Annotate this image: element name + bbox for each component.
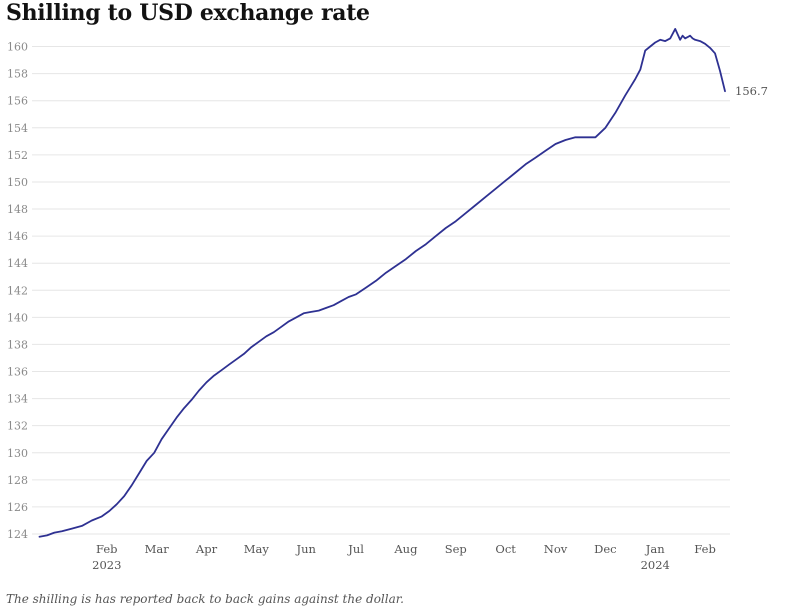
x-tick-label: Feb (694, 542, 716, 556)
x-tick-year-label: 2024 (641, 558, 670, 572)
series-line (38, 27, 726, 538)
x-tick-label: Aug (393, 542, 418, 556)
y-tick-label: 142 (7, 284, 28, 297)
x-tick-label: Oct (495, 542, 516, 556)
y-tick-label: 130 (7, 447, 28, 460)
y-tick-label: 140 (7, 311, 28, 324)
y-tick-label: 136 (7, 366, 28, 379)
y-tick-label: 138 (7, 338, 28, 351)
x-tick-label: Nov (544, 542, 568, 556)
y-tick-label: 146 (7, 230, 28, 243)
chart-caption: The shilling is has reported back to bac… (6, 592, 404, 606)
gridlines (32, 46, 730, 535)
y-tick-label: 132 (7, 420, 28, 433)
x-axis-ticks: Feb 2023 Mar Apr May Jun Jul Aug Sep Oct Nov Dec Jan… (92, 542, 716, 572)
x-tick-label: Apr (195, 542, 218, 556)
y-tick-label: 148 (7, 203, 28, 216)
y-tick-label: 158 (7, 68, 28, 81)
y-tick-label: 154 (7, 122, 28, 135)
x-tick-year-label: 2023 (92, 558, 121, 572)
x-tick-label: May (244, 542, 270, 556)
end-value-label: 156.7 (735, 84, 768, 98)
x-tick-label: Sep (445, 542, 467, 556)
series-layer: 156.7 (38, 27, 768, 538)
y-tick-label: 128 (7, 474, 28, 487)
chart-title: Shilling to USD exchange rate (6, 0, 370, 26)
x-tick-label: Jan (645, 542, 665, 556)
x-tick-label: Jun (295, 542, 316, 556)
y-tick-label: 126 (7, 501, 28, 514)
y-tick-label: 144 (7, 257, 28, 270)
y-tick-label: 156 (7, 95, 28, 108)
x-tick-label: Mar (145, 542, 170, 556)
y-tick-label: 150 (7, 176, 28, 189)
y-axis-ticks: 124 126 128 130 132 134 136 138 140 142 144 146 148 1… (7, 41, 28, 541)
y-tick-label: 152 (7, 149, 28, 162)
x-tick-label: Jul (347, 542, 364, 556)
x-tick-label: Feb (96, 542, 118, 556)
y-tick-label: 134 (7, 393, 28, 406)
x-tick-label: Dec (594, 542, 616, 556)
y-tick-label: 160 (7, 41, 28, 54)
y-tick-label: 124 (7, 528, 28, 541)
